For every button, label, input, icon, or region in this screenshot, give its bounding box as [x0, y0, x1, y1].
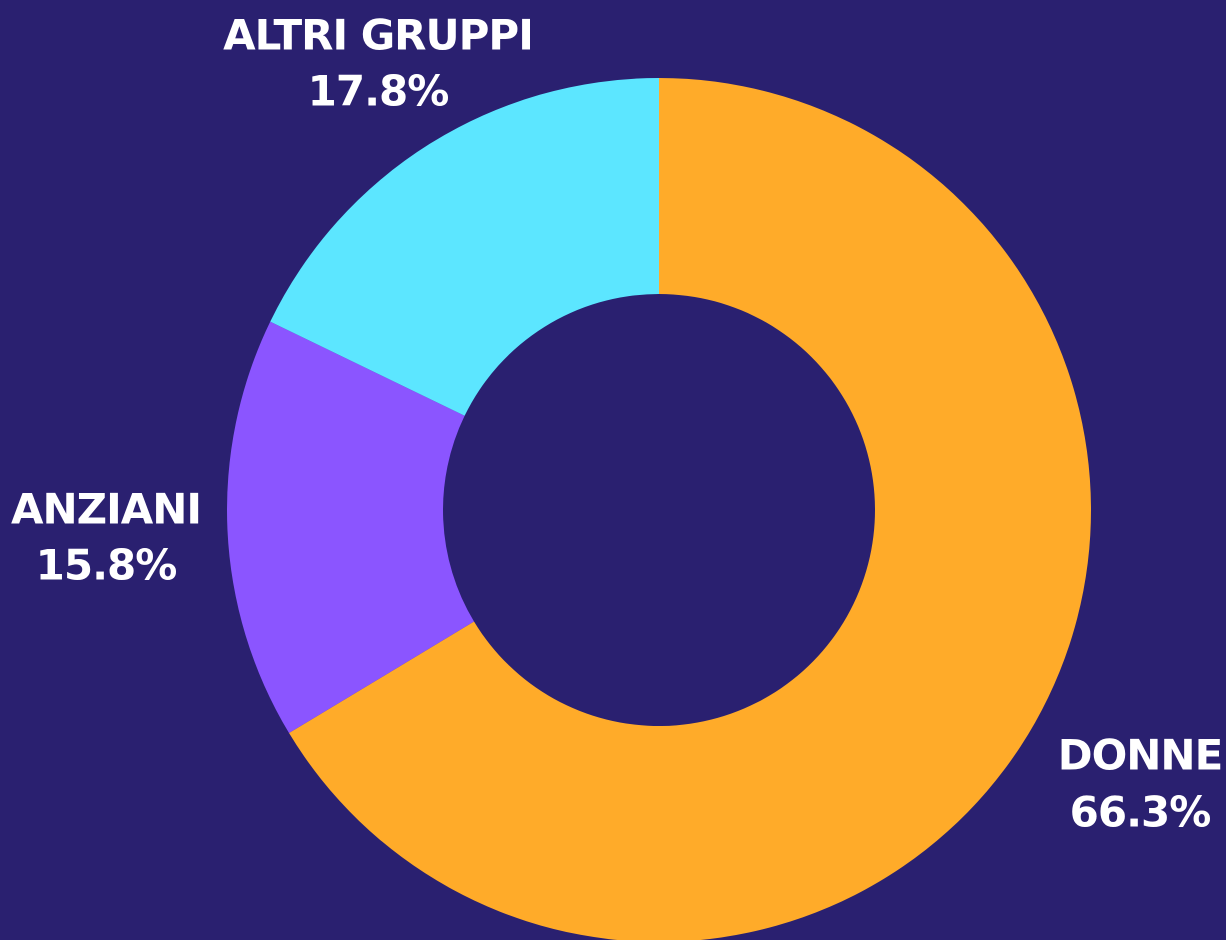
slice-value-label: 17.8%: [308, 67, 449, 116]
slice-name: ALTRI GRUPPI: [223, 11, 533, 60]
donut-slice: [289, 78, 1091, 940]
labels: DONNE 66.3% ANZIANI 15.8% ALTRI GRUPPI 17.8%: [11, 11, 1223, 837]
slices: [226, 78, 1091, 940]
slice-name: DONNE: [1058, 731, 1223, 780]
slice-name: ANZIANI: [11, 485, 201, 534]
donut-slice: [226, 321, 475, 734]
donut-slice: [270, 78, 659, 416]
slice-value-label: 66.3%: [1070, 788, 1211, 837]
slice-value-label: 15.8%: [36, 541, 177, 590]
